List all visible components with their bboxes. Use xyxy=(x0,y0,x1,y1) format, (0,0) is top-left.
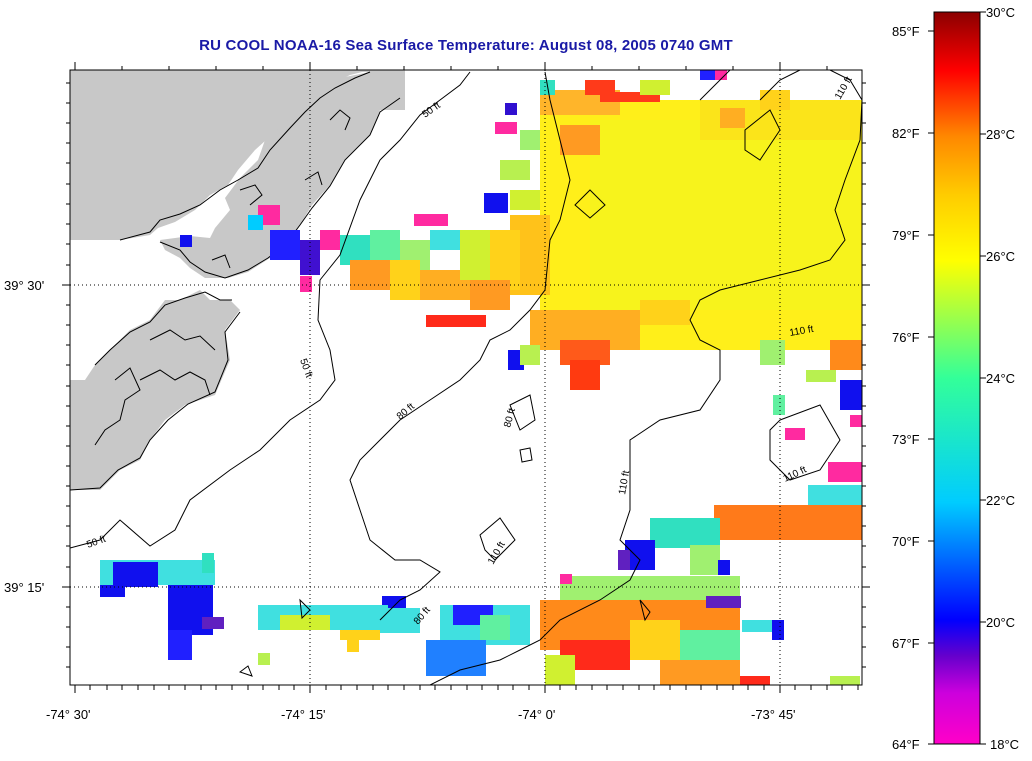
bathymetry-contours xyxy=(70,70,862,685)
f-label-85: 85°F xyxy=(892,24,920,39)
contour-label-50ft-north: 50 ft xyxy=(420,100,442,120)
contour-label-110ft-top: 110 ft xyxy=(833,75,855,102)
color-bar xyxy=(928,11,986,745)
contour-label-110ft-east: 110 ft xyxy=(782,464,809,484)
contour-label-50ft-mid: 50 ft xyxy=(297,357,314,379)
contour-label-110ft-northeast: 110 ft xyxy=(789,324,815,339)
contour-label-110ft-mid: 110 ft xyxy=(617,469,632,495)
graticule xyxy=(70,70,862,685)
c-label-20: 20°C xyxy=(986,615,1015,630)
c-label-28: 28°C xyxy=(986,127,1015,142)
lon-label-74-30: -74° 30' xyxy=(46,707,91,722)
c-label-30: 30°C xyxy=(986,5,1015,20)
c-label-22: 22°C xyxy=(986,493,1015,508)
map-title: RU COOL NOAA-16 Sea Surface Temperature:… xyxy=(199,37,733,54)
lon-label-74-15: -74° 15' xyxy=(281,707,326,722)
colorbar-celsius-labels: 30°C 28°C 26°C 24°C 22°C 20°C 18°C xyxy=(986,5,1019,752)
f-label-82: 82°F xyxy=(892,126,920,141)
lon-label-73-45: -73° 45' xyxy=(751,707,796,722)
f-label-70: 70°F xyxy=(892,534,920,549)
f-label-64: 64°F xyxy=(892,737,920,752)
contour-label-110ft-south: 110 ft xyxy=(486,540,508,567)
contour-label-80ft-mid: 80 ft xyxy=(395,401,417,422)
f-label-76: 76°F xyxy=(892,330,920,345)
colorbar-fahrenheit-labels: 85°F 82°F 79°F 76°F 73°F 70°F 67°F 64°F xyxy=(892,24,920,752)
land-mass-north xyxy=(70,70,370,240)
land-mass xyxy=(70,70,405,490)
f-label-79: 79°F xyxy=(892,228,920,243)
c-label-18: 18°C xyxy=(990,737,1019,752)
f-label-73: 73°F xyxy=(892,432,920,447)
contour-label-80ft-east: 80 ft xyxy=(502,407,518,429)
lat-label-39-15: 39° 15' xyxy=(4,580,44,595)
lat-label-39-30: 39° 30' xyxy=(4,278,44,293)
lon-label-74-0: -74° 0' xyxy=(518,707,555,722)
c-label-26: 26°C xyxy=(986,249,1015,264)
sst-pixels xyxy=(100,70,862,685)
map-frame xyxy=(69,69,863,686)
contour-label-50ft-south: 50 ft xyxy=(85,534,107,551)
axis-ticks xyxy=(62,62,870,693)
c-label-24: 24°C xyxy=(986,371,1015,386)
f-label-67: 67°F xyxy=(892,636,920,651)
map-area: 50 ft 50 ft 50 ft 80 ft 80 ft 80 ft 110 … xyxy=(70,70,862,685)
